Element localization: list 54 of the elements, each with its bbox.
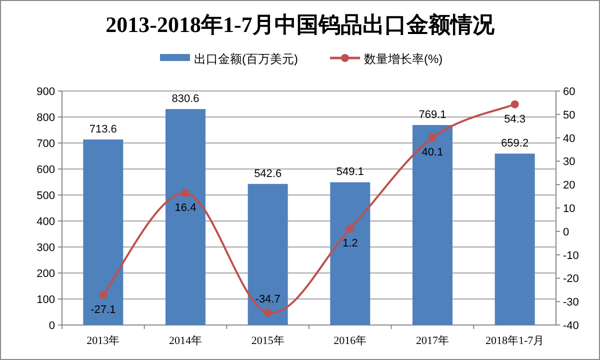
bar [412, 125, 452, 325]
y-tick-label: 0 [48, 320, 55, 332]
y-tick-label: 800 [36, 112, 55, 124]
y2-tick-label: -20 [563, 273, 579, 286]
bar [330, 182, 370, 325]
y2-tick-label: 60 [563, 86, 576, 98]
data-label: 542.6 [254, 168, 282, 180]
x-tick-label: 2017年 [416, 335, 449, 347]
y2-tick-label: -10 [563, 250, 579, 262]
data-label: 1.2 [342, 238, 358, 250]
data-label: 549.1 [336, 166, 364, 178]
data-label: 54.3 [504, 113, 526, 126]
y2-tick-label: 50 [563, 109, 576, 122]
bar [248, 184, 288, 325]
x-tick-label: 2014年 [169, 335, 202, 347]
point [428, 134, 436, 142]
data-label: 713.6 [89, 123, 117, 136]
y-tick-label: 500 [36, 190, 55, 202]
y2-tick-label: -40 [563, 320, 579, 332]
data-label: 40.1 [422, 146, 444, 159]
y2-tick-label: 0 [563, 226, 570, 238]
y2-tick-label: 10 [563, 203, 576, 215]
y-tick-label: 700 [36, 138, 55, 150]
x-tick-label: 2015年 [251, 335, 284, 347]
y2-tick-label: -30 [563, 296, 579, 309]
y-tick-label: 300 [36, 242, 55, 254]
y2-tick-label: 30 [563, 156, 576, 168]
point [182, 189, 190, 198]
legend-label: 出口金额(百万美元) [194, 52, 298, 66]
point [346, 224, 354, 233]
data-label: 769.1 [418, 109, 446, 122]
y-tick-label: 100 [36, 294, 55, 306]
data-label: -34.7 [255, 294, 280, 306]
bar [494, 154, 535, 325]
y-tick-label: 400 [36, 216, 55, 228]
legend-label: 数量增长率(%) [364, 52, 443, 66]
y-tick-label: 600 [36, 164, 55, 176]
chart-title: 2013-2018年1-7月中国钨品出口金额情况 [106, 12, 496, 37]
point [99, 290, 108, 299]
y2-tick-label: 20 [563, 180, 576, 192]
y-tick-label: 200 [36, 268, 55, 280]
y-tick-label: 900 [36, 86, 55, 98]
data-label: 16.4 [174, 202, 196, 214]
x-tick-label: 2016年 [334, 335, 367, 347]
data-label: 830.6 [172, 93, 200, 106]
bar [83, 139, 124, 325]
x-tick-label: 2018年1-7月 [485, 335, 544, 347]
data-label: -27.1 [90, 304, 116, 316]
y2-tick-label: 40 [563, 132, 576, 145]
data-label: 659.2 [501, 138, 529, 150]
bar [166, 109, 206, 325]
x-tick-label: 2013年 [86, 335, 120, 347]
point [510, 100, 519, 108]
point [264, 308, 272, 317]
